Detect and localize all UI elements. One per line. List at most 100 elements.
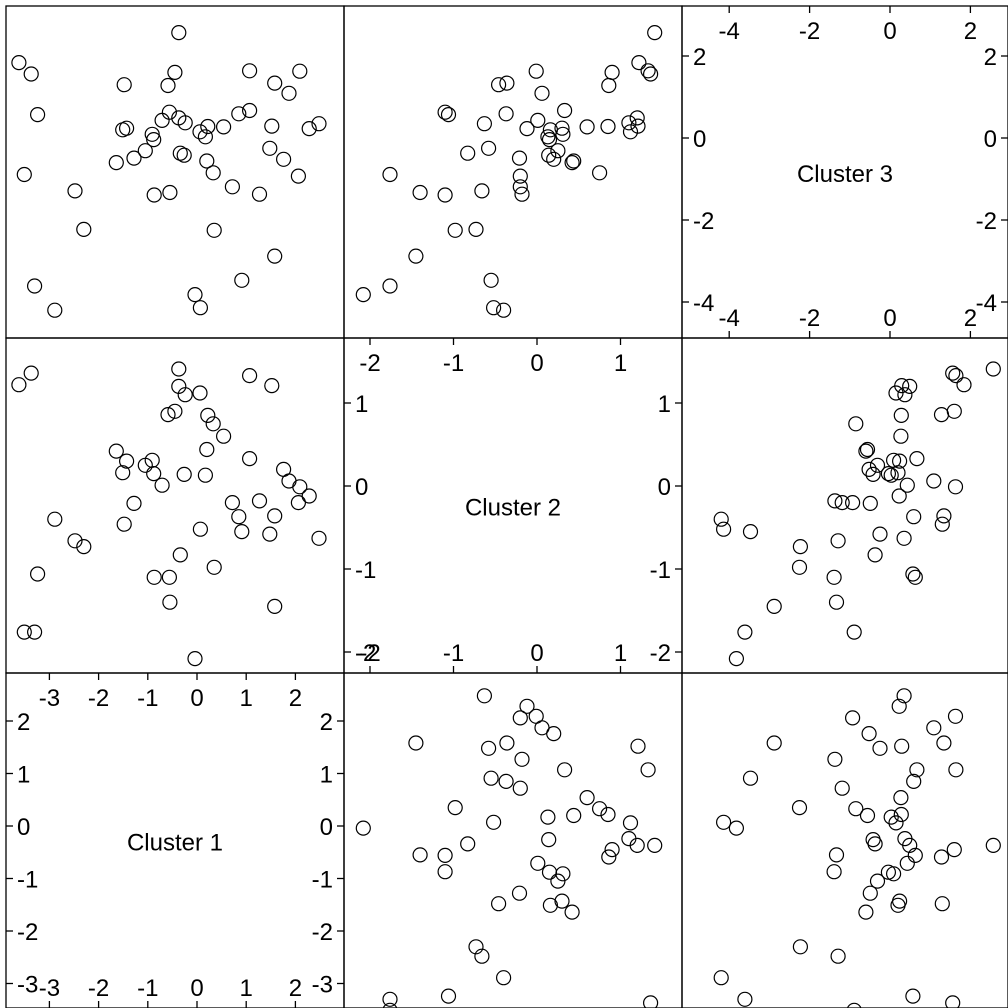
panel-frames-layer — [5, 5, 1008, 1008]
data-point — [483, 770, 499, 786]
data-point — [108, 155, 124, 171]
data-point — [902, 378, 918, 394]
data-point — [865, 831, 881, 848]
data-point — [192, 124, 208, 140]
data-point — [828, 847, 845, 863]
data-point — [301, 121, 317, 137]
data-point — [891, 453, 908, 469]
scatter-panel-r0-c0 — [11, 24, 327, 318]
data-point — [146, 132, 162, 148]
data-point — [621, 830, 637, 847]
data-point — [496, 302, 512, 318]
top-tick-label: -1 — [443, 350, 464, 377]
data-point — [476, 116, 492, 132]
data-point — [713, 970, 729, 986]
data-point — [311, 116, 327, 132]
data-point — [67, 183, 83, 199]
data-point — [715, 814, 732, 830]
data-point — [888, 385, 904, 401]
right-tick-label: -1 — [650, 557, 671, 584]
data-point — [899, 477, 915, 493]
data-point — [47, 302, 63, 318]
variable-label-3: Cluster 3 — [797, 161, 893, 188]
data-point — [474, 183, 490, 199]
data-point — [933, 407, 950, 423]
data-point — [116, 77, 132, 93]
data-point — [460, 836, 476, 852]
data-point — [766, 598, 782, 615]
data-point — [893, 806, 909, 823]
data-point — [834, 495, 850, 511]
data-point — [890, 465, 906, 481]
data-point — [542, 122, 559, 138]
data-point — [146, 569, 162, 585]
data-point — [177, 115, 193, 131]
panel-frame-r2-c1 — [343, 672, 683, 1008]
data-point — [640, 762, 656, 778]
data-point — [205, 416, 221, 432]
data-point — [205, 165, 221, 181]
data-point — [909, 451, 925, 467]
bottom-tick-label: -2 — [359, 640, 380, 667]
scatter-panel-r2-c2 — [713, 688, 1001, 1008]
data-point — [511, 885, 528, 901]
data-point — [947, 708, 964, 724]
data-point — [311, 530, 327, 546]
data-point — [498, 106, 514, 122]
data-point — [512, 179, 528, 195]
data-point — [412, 847, 428, 863]
data-point — [224, 495, 240, 511]
data-point — [474, 948, 490, 964]
data-point — [556, 762, 573, 778]
data-point — [945, 365, 961, 381]
data-point — [600, 118, 616, 135]
data-point — [834, 780, 850, 796]
data-point — [947, 479, 964, 495]
data-point — [601, 849, 617, 865]
left-tick-label: 0 — [17, 814, 30, 841]
data-point — [640, 63, 656, 79]
left-tick-label: -2 — [355, 640, 376, 667]
panel-frame-r2-c2 — [681, 672, 1008, 1008]
data-point — [231, 106, 247, 122]
data-point — [481, 140, 497, 156]
data-point — [412, 184, 428, 201]
data-point — [267, 75, 283, 91]
data-point — [171, 361, 187, 377]
right-tick-label: 0 — [984, 126, 997, 153]
data-point — [154, 477, 170, 493]
data-point — [137, 143, 153, 159]
right-tick-label: -3 — [312, 972, 333, 999]
data-point — [187, 287, 203, 303]
data-point — [167, 64, 183, 81]
data-point — [643, 995, 659, 1008]
data-point — [47, 511, 63, 527]
left-tick-label: 0 — [693, 126, 706, 153]
data-point — [234, 272, 250, 288]
data-point — [171, 378, 187, 394]
data-point — [985, 361, 1001, 377]
data-point — [264, 378, 280, 394]
data-point — [499, 735, 515, 751]
data-point — [859, 441, 876, 458]
scatter-panel-r1-c0 — [11, 361, 327, 667]
data-point — [276, 151, 292, 167]
data-point — [600, 806, 616, 823]
data-point — [528, 708, 544, 724]
data-point — [896, 688, 912, 704]
data-point — [29, 106, 46, 123]
data-point — [468, 221, 484, 237]
data-point — [899, 855, 915, 871]
data-point — [867, 547, 883, 563]
data-point — [933, 849, 950, 865]
data-point — [108, 443, 124, 459]
data-point — [486, 300, 502, 316]
data-point — [447, 222, 463, 238]
data-point — [827, 751, 843, 767]
data-point — [486, 814, 502, 830]
data-point — [862, 885, 878, 901]
data-point — [858, 443, 874, 459]
data-point — [519, 698, 535, 714]
